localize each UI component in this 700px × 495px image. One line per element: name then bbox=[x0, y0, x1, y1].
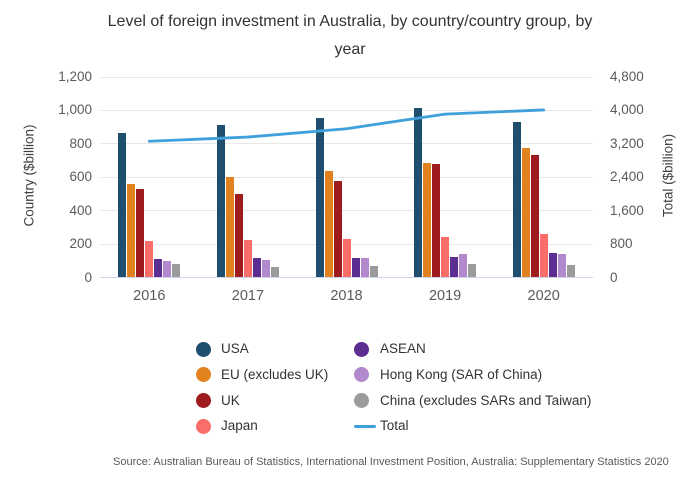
bar-usa bbox=[414, 108, 423, 277]
left-axis-tick-label: 800 bbox=[69, 135, 92, 151]
legend-label: ASEAN bbox=[380, 341, 426, 357]
legend-circle-marker bbox=[354, 392, 369, 408]
legend-item-japan: Japan bbox=[196, 417, 258, 435]
gridline bbox=[100, 210, 593, 212]
x-axis-label-2019: 2019 bbox=[428, 288, 462, 304]
x-axis-label-2016: 2016 bbox=[133, 288, 166, 304]
left-axis-tick-label: 400 bbox=[69, 202, 92, 218]
bar-hong-kong-sar-of-china bbox=[261, 260, 270, 277]
right-axis-tick-label: 4,000 bbox=[610, 102, 644, 118]
legend-label: EU (excludes UK) bbox=[221, 366, 329, 382]
right-axis-tick-label: 2,400 bbox=[610, 169, 644, 185]
bar-china-excludes-sars-and-taiwan bbox=[172, 263, 181, 277]
bar-japan bbox=[441, 236, 450, 277]
legend-label: Total bbox=[380, 418, 409, 434]
bar-japan bbox=[243, 240, 252, 277]
legend-circle-marker bbox=[196, 418, 211, 434]
bar-japan bbox=[539, 233, 548, 277]
legend-item-uk: UK bbox=[196, 391, 240, 409]
gridline bbox=[100, 143, 593, 145]
total-line bbox=[147, 108, 546, 143]
x-axis-baseline bbox=[100, 277, 593, 278]
legend-item-total: Total bbox=[354, 417, 409, 435]
right-axis-tick-label: 4,800 bbox=[610, 69, 644, 84]
legend-item-hong-kong-sar-of-china: Hong Kong (SAR of China) bbox=[354, 366, 542, 384]
legend-label: China (excludes SARs and Taiwan) bbox=[380, 392, 592, 408]
bar-uk bbox=[234, 194, 243, 277]
legend-label: Hong Kong (SAR of China) bbox=[380, 366, 543, 382]
bar-hong-kong-sar-of-china bbox=[557, 254, 566, 277]
bar-uk bbox=[333, 180, 342, 277]
bar-eu-excludes-uk bbox=[225, 176, 234, 277]
x-axis-label-2018: 2018 bbox=[330, 288, 363, 304]
chart-title: Level of foreign investment in Australia… bbox=[107, 13, 593, 58]
legend-line-marker bbox=[354, 424, 376, 428]
bar-eu-excludes-uk bbox=[127, 184, 136, 277]
legend-circle-marker bbox=[196, 392, 211, 408]
gridline bbox=[100, 76, 593, 78]
x-axis-label-2017: 2017 bbox=[231, 288, 265, 304]
bar-eu-excludes-uk bbox=[324, 170, 333, 277]
bar-asean bbox=[450, 256, 459, 277]
bar-china-excludes-sars-and-taiwan bbox=[270, 266, 279, 277]
bar-asean bbox=[252, 257, 261, 277]
bar-uk bbox=[432, 164, 441, 277]
source-note: Source: Australian Bureau of Statistics,… bbox=[113, 456, 669, 468]
bar-asean bbox=[548, 252, 557, 277]
bar-usa bbox=[216, 124, 225, 277]
left-axis-tick-label: 0 bbox=[84, 269, 92, 285]
legend-circle-marker bbox=[196, 341, 211, 357]
legend-item-eu-excludes-uk: EU (excludes UK) bbox=[196, 366, 328, 384]
bar-eu-excludes-uk bbox=[521, 147, 530, 277]
right-axis-tick-label: 0 bbox=[610, 269, 618, 285]
x-axis-label-2020: 2020 bbox=[527, 288, 560, 304]
legend-label: Japan bbox=[221, 418, 258, 434]
bar-usa bbox=[118, 133, 127, 277]
bar-hong-kong-sar-of-china bbox=[459, 254, 468, 277]
legend-item-usa: USA bbox=[196, 340, 249, 358]
right-axis-tick-label: 1,600 bbox=[610, 202, 644, 218]
bar-japan bbox=[145, 241, 154, 277]
bar-hong-kong-sar-of-china bbox=[163, 261, 172, 277]
left-axis-tick-label: 1,200 bbox=[58, 69, 92, 84]
legend-item-asean: ASEAN bbox=[354, 340, 426, 358]
legend-item-china-excludes-sars-and-taiwan: China (excludes SARs and Taiwan) bbox=[354, 391, 591, 409]
left-axis-tick-label: 200 bbox=[69, 236, 92, 252]
bar-china-excludes-sars-and-taiwan bbox=[566, 265, 575, 277]
left-axis-tick-label: 1,000 bbox=[58, 102, 92, 118]
bar-asean bbox=[154, 259, 163, 277]
legend-label: UK bbox=[221, 392, 240, 408]
legend-label: USA bbox=[221, 341, 249, 357]
bar-usa bbox=[512, 122, 521, 277]
right-axis-tick-label: 3,200 bbox=[610, 135, 644, 151]
right-axis-title: Total ($billion) bbox=[660, 133, 676, 217]
bar-japan bbox=[342, 238, 351, 277]
bar-usa bbox=[315, 118, 324, 277]
left-axis-title: Country ($billion) bbox=[21, 124, 37, 227]
bar-asean bbox=[351, 257, 360, 277]
legend-circle-marker bbox=[196, 367, 211, 383]
right-axis-tick-label: 800 bbox=[610, 236, 633, 252]
bar-hong-kong-sar-of-china bbox=[360, 257, 369, 277]
legend-circle-marker bbox=[354, 367, 369, 383]
bar-china-excludes-sars-and-taiwan bbox=[369, 266, 378, 277]
gridline bbox=[100, 176, 593, 178]
bar-uk bbox=[136, 189, 145, 277]
left-axis-tick-label: 600 bbox=[69, 169, 92, 185]
gridline bbox=[100, 109, 593, 111]
legend-circle-marker bbox=[354, 341, 369, 357]
bar-china-excludes-sars-and-taiwan bbox=[468, 264, 477, 277]
bar-uk bbox=[530, 155, 539, 277]
bar-eu-excludes-uk bbox=[423, 163, 432, 277]
